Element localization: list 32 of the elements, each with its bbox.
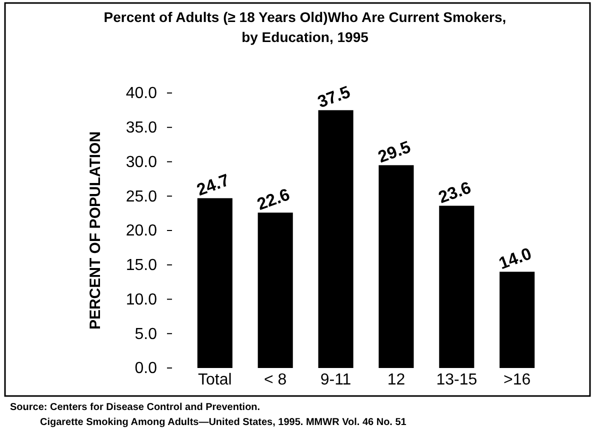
x-tick-label: 12: [387, 371, 406, 388]
data-label: 23.6: [436, 178, 474, 208]
y-tick-label: 15.0: [126, 256, 158, 274]
y-tick-label: 5.0: [134, 326, 158, 343]
bar: [197, 198, 232, 368]
y-tick-label: 25.0: [126, 188, 158, 206]
y-axis-title: PERCENT OF POPULATION: [87, 131, 104, 330]
data-label: 14.0: [496, 244, 534, 274]
x-tick-label: >16: [504, 371, 531, 388]
bar: [378, 165, 414, 368]
data-label: 29.5: [376, 137, 414, 167]
x-tick-label: 9-11: [320, 371, 352, 388]
x-tick-label: < 8: [264, 371, 287, 388]
y-tick-label: 35.0: [126, 119, 158, 136]
text: Cigarette Smoking Among Adults—United States, 1995. MMWR Vol. 46 No. 51: [40, 417, 407, 428]
source-note: Source: Centers for Disease Control and Prevention.: [10, 402, 260, 413]
data-label: 37.5: [315, 82, 353, 112]
x-tick-label: Total: [198, 371, 232, 388]
data-label: 22.6: [254, 184, 292, 214]
y-tick-label: 0.0: [134, 360, 158, 378]
data-label: 24.7: [194, 170, 232, 200]
bar: [439, 206, 474, 368]
y-tick-label: 10.0: [126, 291, 158, 308]
y-tick-label: 30.0: [126, 154, 158, 171]
bar: [500, 272, 535, 368]
x-tick-label: 13-15: [436, 371, 478, 388]
y-tick-label: 20.0: [126, 222, 158, 240]
bar: [258, 212, 293, 368]
y-tick-label: 40.0: [126, 85, 158, 102]
chart-subtitle: by Education, 1995: [242, 29, 369, 45]
chart-title: Percent of Adults (≥ 18 Years Old)Who Are Current Smokers,: [104, 9, 506, 25]
bar: [318, 110, 354, 368]
